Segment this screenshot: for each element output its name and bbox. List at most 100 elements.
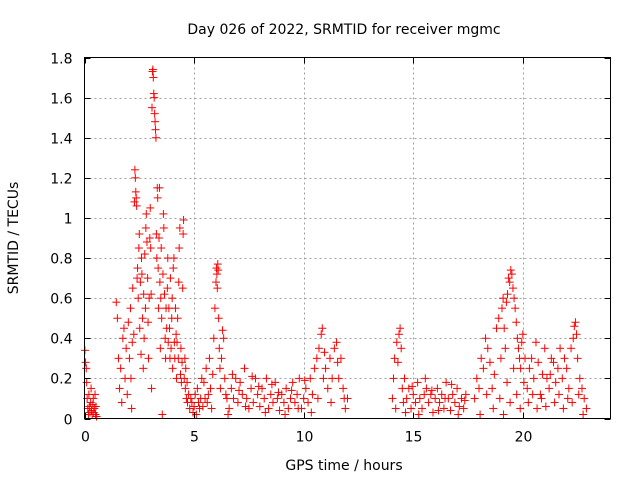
data-point bbox=[155, 278, 164, 287]
data-point bbox=[397, 344, 406, 353]
data-point bbox=[407, 404, 416, 413]
data-point bbox=[481, 334, 490, 343]
data-point bbox=[575, 374, 584, 383]
data-point bbox=[221, 390, 230, 399]
data-point bbox=[163, 284, 172, 293]
data-point bbox=[506, 266, 515, 275]
data-point bbox=[499, 410, 508, 419]
data-point bbox=[179, 229, 188, 238]
data-point bbox=[112, 298, 121, 307]
y-tick-label: 0.2 bbox=[50, 372, 72, 388]
data-point bbox=[537, 394, 546, 403]
data-point bbox=[524, 398, 533, 407]
data-point bbox=[248, 372, 257, 381]
data-point bbox=[559, 404, 568, 413]
data-point bbox=[508, 284, 517, 293]
data-point bbox=[91, 410, 100, 419]
data-point bbox=[141, 304, 150, 313]
data-point bbox=[502, 298, 511, 307]
data-point bbox=[482, 390, 491, 399]
data-point bbox=[138, 314, 147, 323]
data-point bbox=[124, 318, 133, 327]
data-point bbox=[238, 390, 247, 399]
data-point bbox=[517, 338, 526, 347]
data-point bbox=[215, 364, 224, 373]
data-point bbox=[582, 404, 591, 413]
data-point bbox=[396, 324, 405, 333]
data-point bbox=[513, 334, 522, 343]
data-point bbox=[540, 344, 549, 353]
data-point bbox=[459, 404, 468, 413]
data-point bbox=[573, 354, 582, 363]
data-point bbox=[477, 354, 486, 363]
data-point bbox=[161, 334, 170, 343]
data-point bbox=[140, 334, 149, 343]
data-point bbox=[325, 354, 334, 363]
data-point bbox=[113, 314, 122, 323]
data-point bbox=[560, 354, 569, 363]
data-point bbox=[148, 65, 157, 74]
data-point bbox=[393, 358, 402, 367]
data-point bbox=[191, 390, 200, 399]
data-point bbox=[488, 384, 497, 393]
data-point bbox=[133, 274, 142, 283]
data-point bbox=[301, 384, 310, 393]
x-tick-label: 20 bbox=[515, 430, 533, 446]
data-point bbox=[241, 402, 250, 411]
x-axis-title: GPS time / hours bbox=[285, 458, 402, 474]
data-point bbox=[418, 404, 427, 413]
data-point bbox=[235, 386, 244, 395]
data-point bbox=[199, 378, 208, 387]
data-point bbox=[580, 394, 589, 403]
data-point bbox=[295, 374, 304, 383]
data-point bbox=[512, 390, 521, 399]
data-point bbox=[489, 404, 498, 413]
data-point bbox=[519, 378, 528, 387]
data-point bbox=[152, 229, 161, 238]
data-point bbox=[260, 394, 269, 403]
data-point bbox=[413, 378, 422, 387]
data-point bbox=[447, 380, 456, 389]
data-point bbox=[542, 374, 551, 383]
data-point bbox=[225, 404, 234, 413]
data-point bbox=[569, 334, 578, 343]
data-point bbox=[167, 344, 176, 353]
data-point bbox=[249, 398, 258, 407]
data-point bbox=[414, 410, 423, 419]
data-point bbox=[137, 254, 146, 263]
data-point bbox=[137, 270, 146, 279]
data-point bbox=[391, 404, 400, 413]
data-point bbox=[91, 390, 100, 399]
data-point bbox=[490, 370, 499, 379]
data-point bbox=[315, 344, 324, 353]
y-tick-label: 0.4 bbox=[50, 332, 72, 348]
data-point bbox=[504, 274, 513, 283]
data-point bbox=[268, 398, 277, 407]
x-tick-label: 0 bbox=[81, 430, 90, 446]
data-point bbox=[388, 394, 397, 403]
data-point bbox=[139, 364, 148, 373]
data-point bbox=[275, 406, 284, 415]
data-point bbox=[294, 404, 303, 413]
data-point bbox=[158, 270, 167, 279]
data-point bbox=[90, 404, 99, 413]
data-point bbox=[475, 384, 483, 393]
data-point bbox=[446, 406, 455, 415]
data-point bbox=[135, 324, 144, 333]
data-point bbox=[433, 384, 442, 393]
data-point bbox=[142, 209, 151, 218]
data-point bbox=[568, 398, 577, 407]
data-point bbox=[422, 384, 431, 393]
data-point bbox=[518, 330, 527, 339]
data-point bbox=[567, 344, 576, 353]
data-point bbox=[160, 290, 169, 299]
data-point bbox=[150, 109, 159, 118]
data-point bbox=[185, 404, 194, 413]
data-point bbox=[267, 380, 276, 389]
data-point bbox=[197, 374, 206, 383]
data-point bbox=[506, 398, 515, 407]
data-point bbox=[288, 378, 297, 387]
data-point bbox=[156, 294, 165, 303]
data-point bbox=[118, 334, 127, 343]
data-point bbox=[538, 370, 547, 379]
